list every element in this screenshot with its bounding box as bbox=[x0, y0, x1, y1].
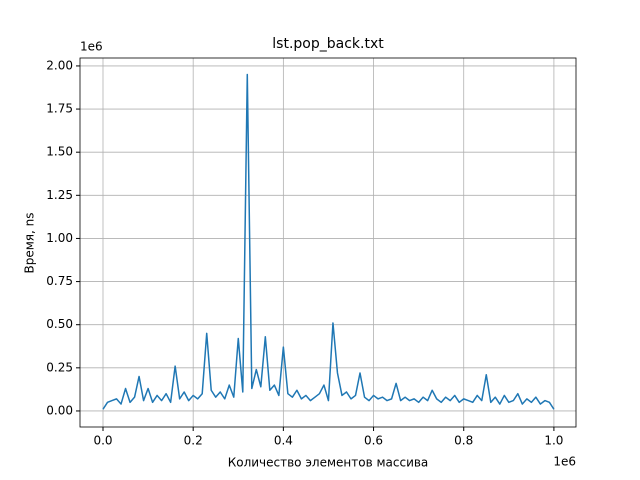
x-axis-label: Количество элементов массива bbox=[228, 456, 429, 470]
y-tick-label: 1.25 bbox=[46, 188, 73, 202]
x-tick-label: 0.8 bbox=[454, 434, 473, 448]
y-tick-label: 0.00 bbox=[46, 403, 73, 417]
y-tick-label: 0.50 bbox=[46, 317, 73, 331]
y-tick-label: 0.25 bbox=[46, 360, 73, 374]
y-tick-label: 1.50 bbox=[46, 145, 73, 159]
y-tick-label: 1.75 bbox=[46, 102, 73, 116]
x-tick-label: 0.0 bbox=[93, 434, 112, 448]
x-offset-label: 1e6 bbox=[553, 455, 576, 469]
y-axis-label: Время, ns bbox=[23, 213, 37, 274]
x-tick-label: 0.6 bbox=[364, 434, 383, 448]
chart-title: lst.pop_back.txt bbox=[272, 36, 384, 52]
y-tick-label: 0.75 bbox=[46, 274, 73, 288]
x-tick-label: 1.0 bbox=[544, 434, 563, 448]
y-tick-label: 1.00 bbox=[46, 231, 73, 245]
data-line bbox=[102, 73, 555, 410]
y-tick-label: 2.00 bbox=[46, 58, 73, 72]
x-tick-label: 0.2 bbox=[184, 434, 203, 448]
x-tick-label: 0.4 bbox=[274, 434, 293, 448]
plot-frame bbox=[79, 57, 577, 428]
y-offset-label: 1e6 bbox=[80, 40, 103, 54]
